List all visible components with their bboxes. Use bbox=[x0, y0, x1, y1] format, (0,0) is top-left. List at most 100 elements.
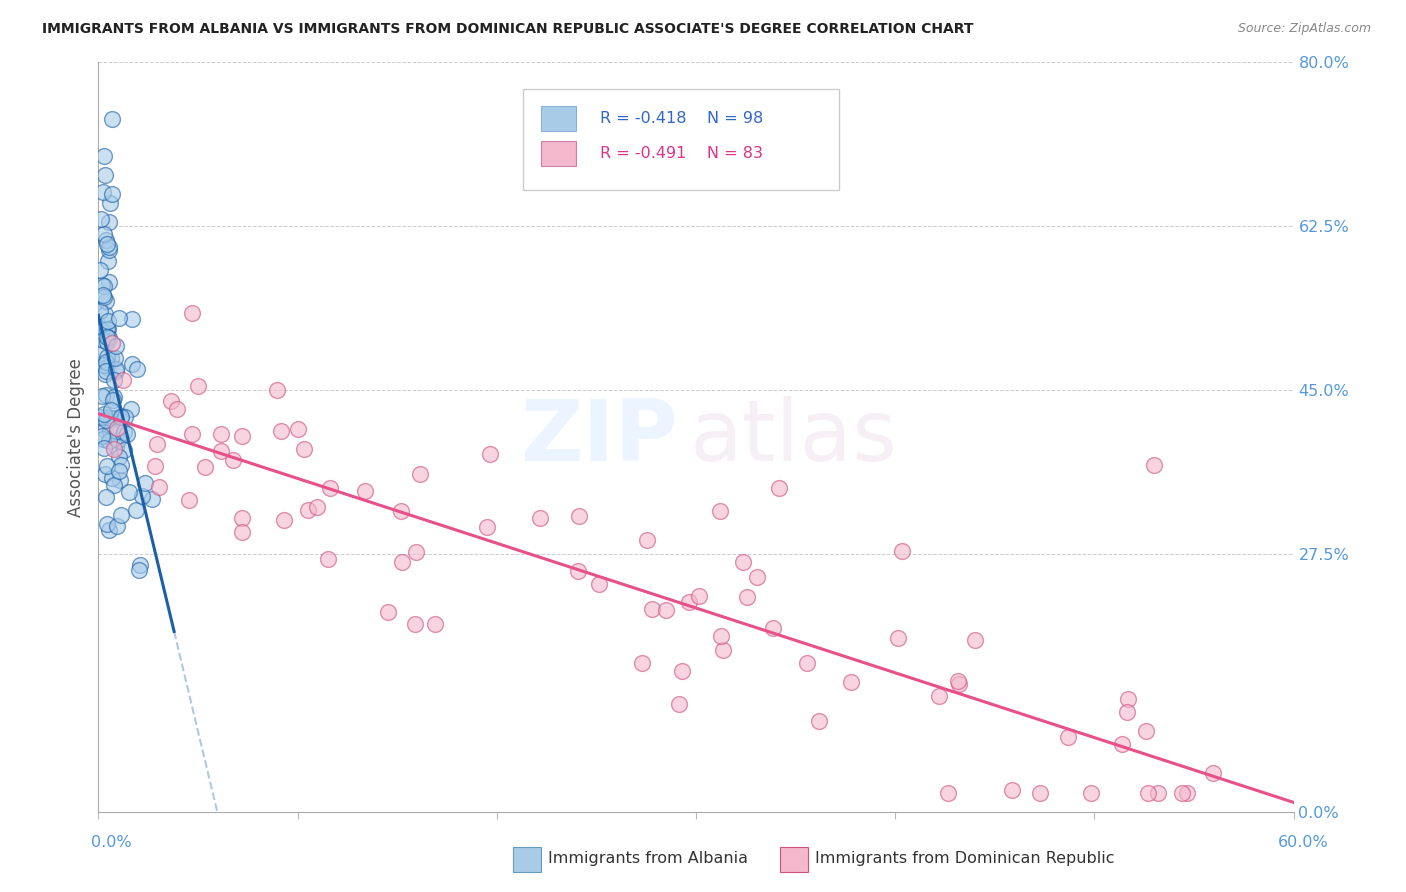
Point bbox=[409, 467, 432, 481]
Point bbox=[110, 409, 132, 424]
Point bbox=[103, 410, 125, 425]
Point bbox=[108, 473, 131, 487]
Point bbox=[107, 433, 129, 447]
Point bbox=[97, 243, 120, 257]
Point bbox=[1000, 783, 1022, 797]
Point bbox=[98, 195, 121, 210]
Point bbox=[97, 330, 120, 344]
Point bbox=[93, 358, 115, 372]
Point bbox=[98, 275, 121, 289]
Point bbox=[668, 697, 690, 711]
Point bbox=[1143, 458, 1166, 473]
Point bbox=[118, 484, 141, 499]
Point bbox=[93, 227, 115, 241]
Point bbox=[105, 339, 128, 353]
Point bbox=[103, 390, 125, 404]
Point bbox=[747, 570, 769, 584]
Point bbox=[839, 674, 862, 689]
Point bbox=[94, 413, 117, 427]
Point bbox=[89, 303, 111, 318]
FancyBboxPatch shape bbox=[523, 88, 839, 190]
Point bbox=[93, 333, 115, 347]
Text: IMMIGRANTS FROM ALBANIA VS IMMIGRANTS FROM DOMINICAN REPUBLIC ASSOCIATE'S DEGREE: IMMIGRANTS FROM ALBANIA VS IMMIGRANTS FR… bbox=[42, 22, 974, 37]
Point bbox=[886, 632, 908, 646]
Point bbox=[641, 602, 664, 616]
Point bbox=[948, 677, 970, 691]
Text: R = -0.418    N = 98: R = -0.418 N = 98 bbox=[600, 112, 763, 126]
Point bbox=[98, 424, 121, 438]
Point bbox=[194, 460, 217, 475]
Point bbox=[105, 421, 128, 435]
Point bbox=[94, 233, 117, 247]
Point bbox=[114, 409, 136, 424]
Point bbox=[96, 458, 118, 473]
Point bbox=[121, 357, 143, 371]
Point bbox=[762, 621, 785, 635]
Point bbox=[631, 657, 654, 671]
Point bbox=[96, 334, 118, 349]
Point bbox=[103, 373, 125, 387]
Point bbox=[131, 489, 153, 503]
Point bbox=[405, 544, 427, 558]
Point bbox=[110, 409, 132, 424]
Point bbox=[733, 555, 755, 569]
Point bbox=[222, 453, 245, 467]
Point bbox=[128, 563, 150, 577]
Point bbox=[96, 322, 118, 336]
Point bbox=[711, 642, 734, 657]
Point bbox=[166, 401, 188, 416]
Point bbox=[1111, 738, 1133, 752]
Point bbox=[270, 424, 292, 438]
Point bbox=[148, 480, 170, 494]
FancyBboxPatch shape bbox=[541, 141, 576, 166]
Point bbox=[735, 590, 758, 604]
Text: 60.0%: 60.0% bbox=[1278, 836, 1329, 850]
Point bbox=[104, 351, 127, 365]
Point bbox=[98, 214, 121, 228]
Point bbox=[96, 237, 118, 252]
Point bbox=[671, 664, 693, 678]
Point bbox=[110, 508, 132, 522]
Point bbox=[231, 429, 253, 443]
Point bbox=[94, 307, 117, 321]
Point bbox=[1080, 786, 1102, 800]
Point bbox=[928, 690, 950, 704]
Point bbox=[96, 359, 118, 374]
Point bbox=[179, 493, 201, 508]
Point bbox=[112, 425, 135, 439]
Point bbox=[93, 289, 115, 303]
Point bbox=[1029, 786, 1052, 800]
Point bbox=[1146, 786, 1168, 800]
Point bbox=[710, 629, 733, 643]
Point bbox=[231, 511, 253, 525]
Point bbox=[101, 336, 124, 351]
Point bbox=[110, 458, 132, 472]
Point bbox=[90, 212, 112, 227]
Point bbox=[91, 428, 114, 442]
Point bbox=[134, 476, 156, 491]
Point bbox=[146, 437, 169, 451]
Point bbox=[94, 490, 117, 504]
Point bbox=[425, 616, 447, 631]
Point bbox=[588, 576, 610, 591]
Point bbox=[90, 277, 112, 292]
Point bbox=[112, 442, 135, 457]
Point bbox=[97, 330, 120, 344]
Point bbox=[105, 519, 128, 533]
Text: R = -0.491    N = 83: R = -0.491 N = 83 bbox=[600, 146, 763, 161]
Point bbox=[93, 149, 115, 163]
Point bbox=[97, 434, 120, 448]
Point bbox=[97, 523, 120, 537]
Point bbox=[209, 427, 232, 442]
Point bbox=[297, 503, 319, 517]
Point bbox=[231, 525, 253, 540]
Point bbox=[97, 322, 120, 336]
Point bbox=[96, 516, 118, 531]
Point bbox=[160, 393, 183, 408]
Point bbox=[89, 347, 111, 361]
Text: atlas: atlas bbox=[690, 395, 898, 479]
Point bbox=[91, 186, 114, 200]
Point bbox=[316, 551, 339, 566]
Point bbox=[678, 595, 700, 609]
Point bbox=[93, 407, 115, 421]
